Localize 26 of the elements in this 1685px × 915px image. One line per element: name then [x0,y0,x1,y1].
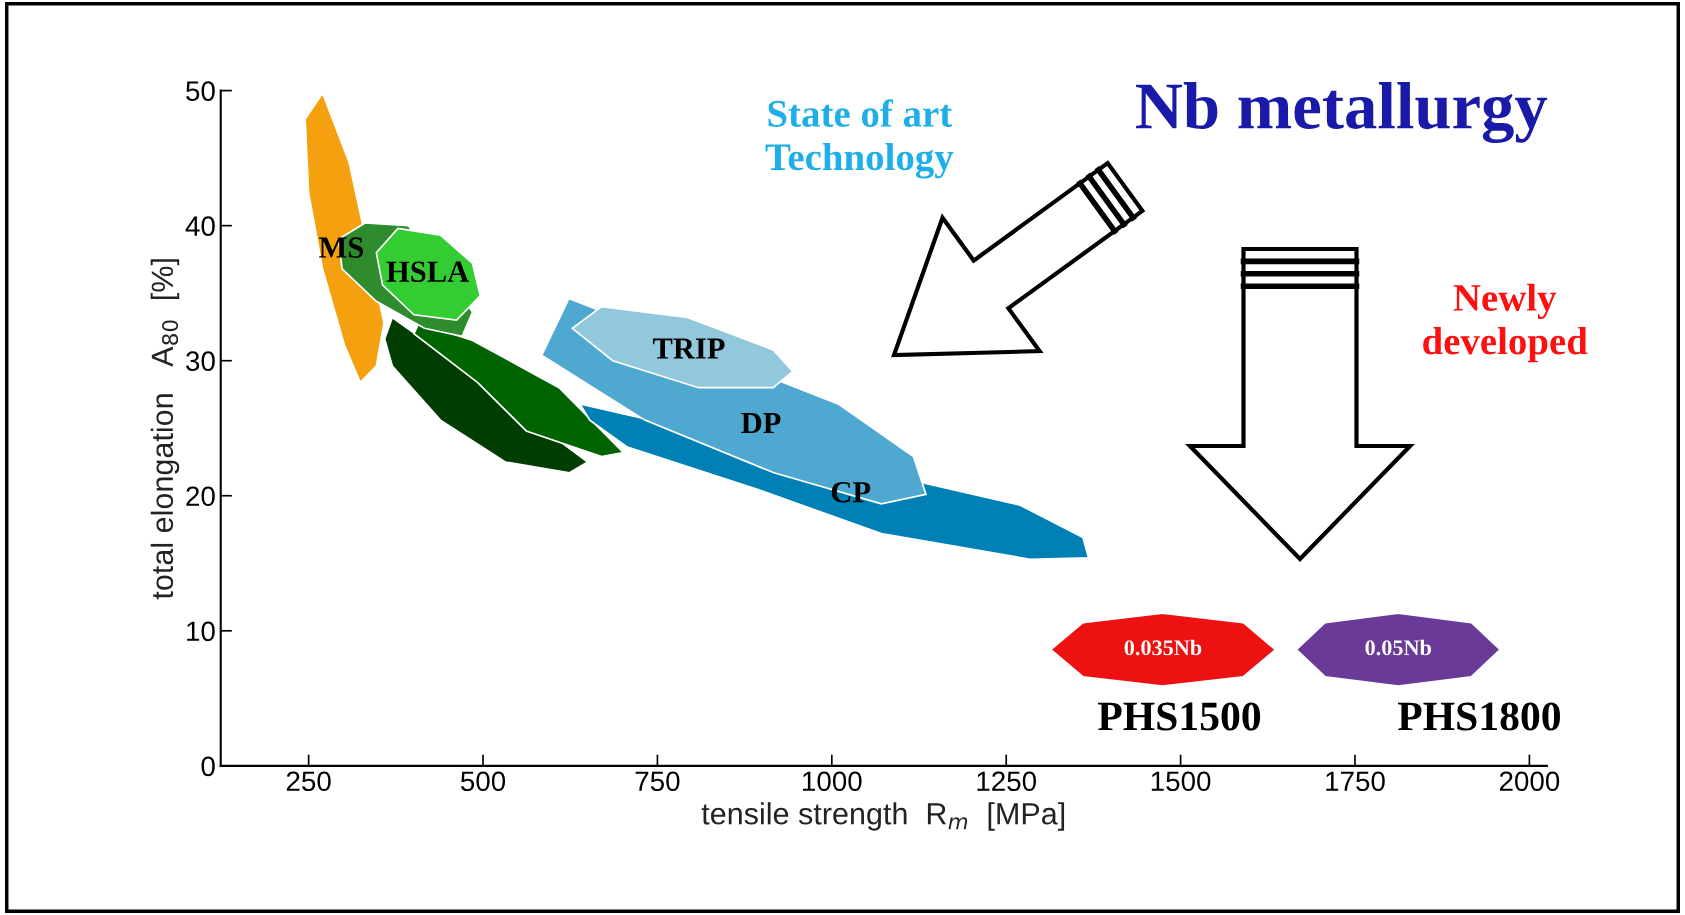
x-tick-label: 500 [460,771,506,792]
y-tick-label: 50 [186,81,215,101]
y-tick-label: 0 [201,756,215,777]
x-tick-label: 2000 [1499,771,1560,792]
annotation: Newly developed [1423,283,1588,363]
y-tick-label: 20 [186,486,215,507]
x-tick-label: 1500 [1151,771,1211,792]
series-label: TRIP [652,338,725,359]
series-label: DP [741,413,781,434]
series-label: 0.05Nb [1365,639,1431,656]
annotation: PHS1800 [1397,702,1561,731]
x-tick-label: 1000 [803,771,862,792]
x-tick-label: 1750 [1326,771,1385,792]
y-tick-label: 40 [185,216,215,236]
y-axis-title: total elongation A$_{80}$ [%] [150,259,180,600]
y-tick-label: 10 [187,621,215,642]
y-tick-label: 30 [186,351,215,372]
x-tick-label: 250 [286,771,331,792]
annotation: PHS1500 [1098,702,1261,731]
x-tick-label: 750 [635,771,680,792]
series-label: HSLA [386,261,469,283]
annotation: Nb metallurgy [1136,82,1548,144]
x-axis-title: tensile strength R$_{m}$ [MPa] [701,802,1065,831]
x-tick-label: 1250 [977,771,1037,792]
annotation: State of art Technology [765,99,954,179]
series-label: 0.035Nb [1124,639,1202,656]
